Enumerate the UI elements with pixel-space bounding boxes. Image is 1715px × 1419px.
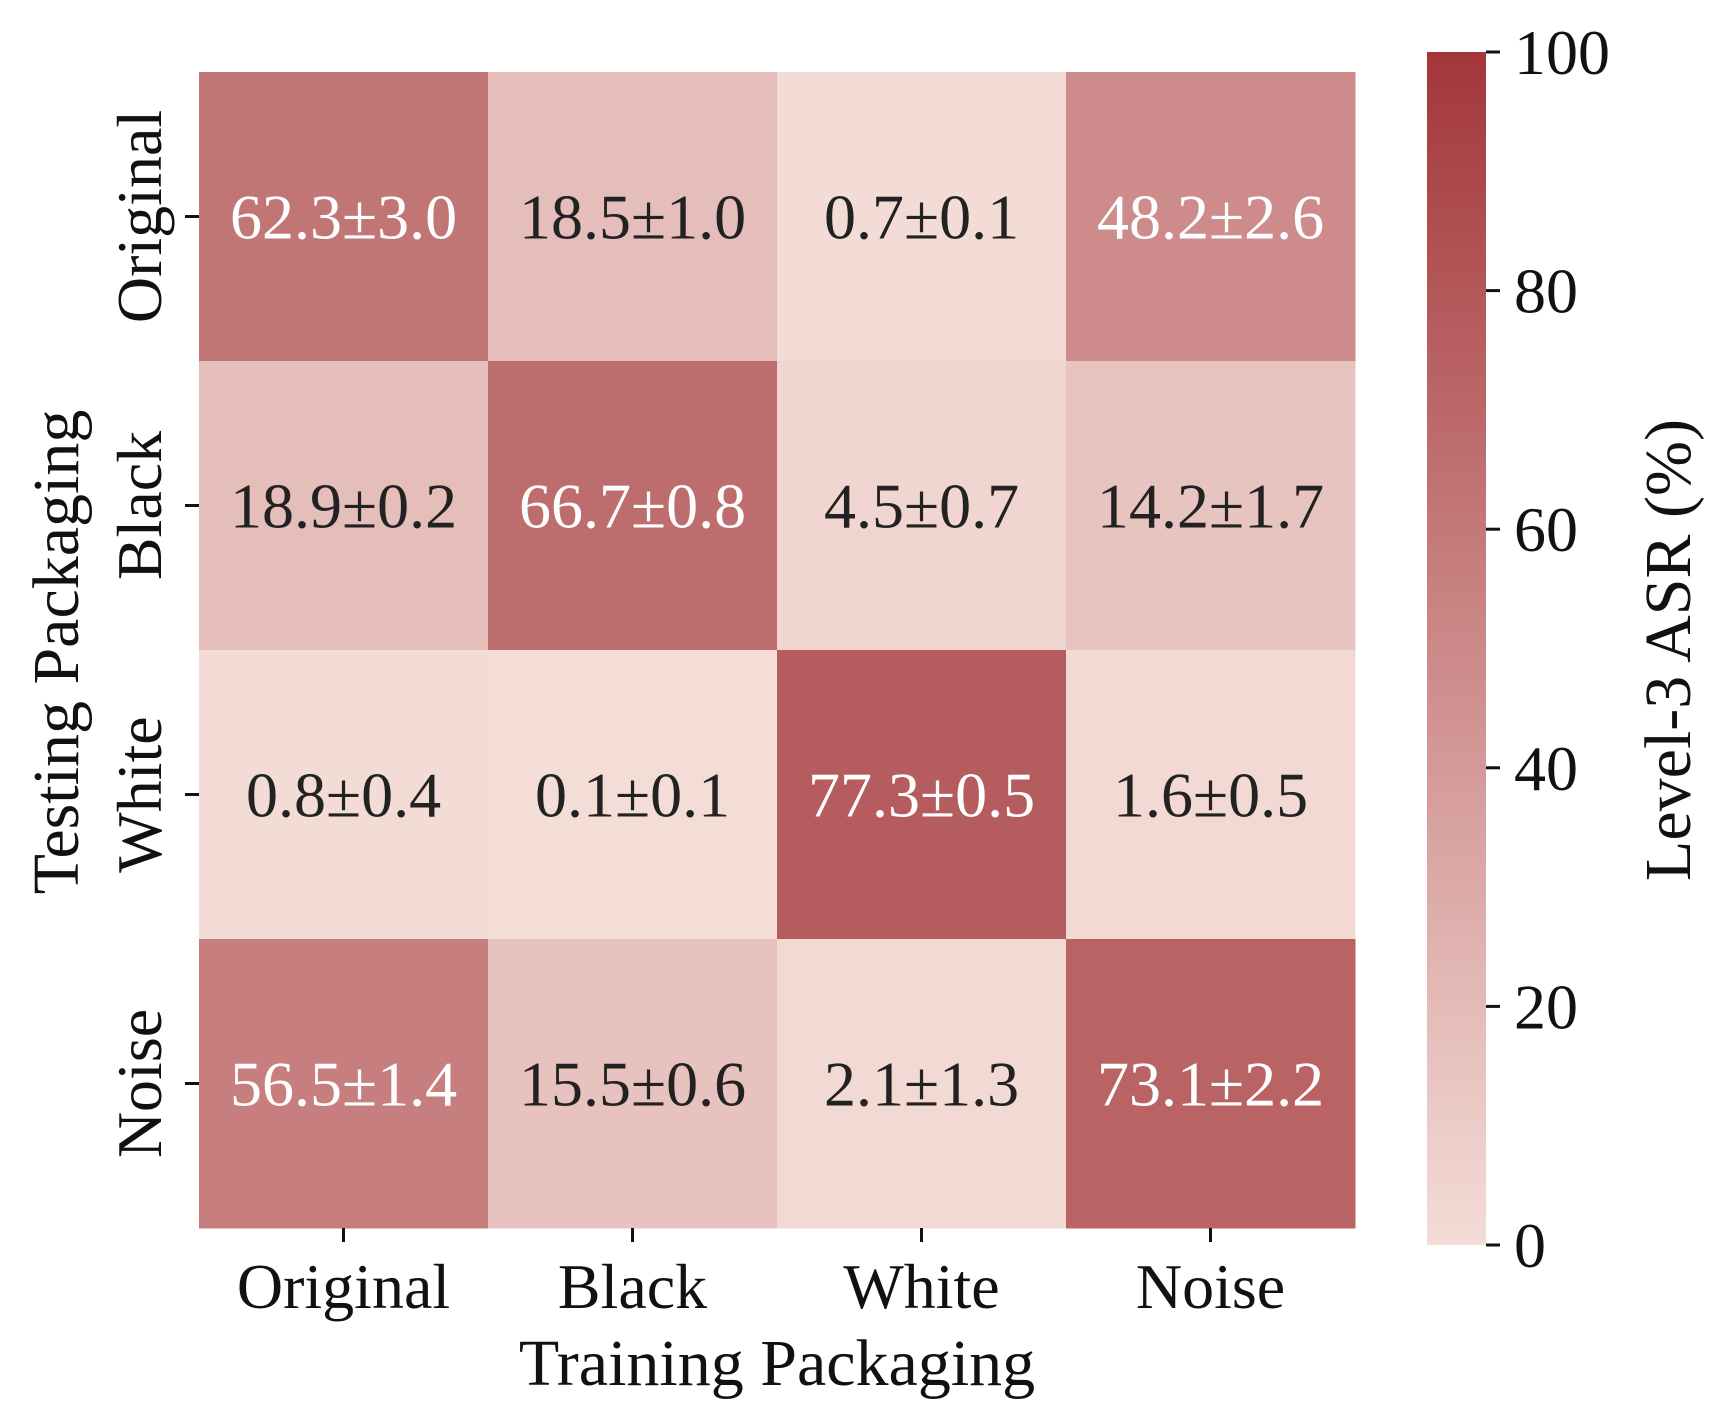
cell-label-black-noise: 14.2±1.7 <box>1097 471 1324 542</box>
colorbar-ticks: 0 20 40 60 80 100 <box>1486 17 1610 1281</box>
heatmap-cell-original-noise <box>1066 72 1356 362</box>
heatmap-cell-noise-noise <box>1066 939 1356 1229</box>
colorbar-tick-label-60: 60 <box>1514 494 1578 565</box>
colorbar-gradient <box>1427 52 1486 1245</box>
x-axis-ticks: Original Black White Noise <box>237 1228 1285 1322</box>
cell-label-black-black: 66.7±0.8 <box>519 471 746 542</box>
x-tick-label-original: Original <box>237 1251 450 1322</box>
cell-label-black-original: 18.9±0.2 <box>230 471 457 542</box>
heatmap-cell-original-black <box>488 72 778 362</box>
cell-label-original-white: 0.7±0.1 <box>824 182 1019 253</box>
cell-label-original-black: 18.5±1.0 <box>519 182 746 253</box>
cell-label-noise-original: 56.5±1.4 <box>230 1049 457 1120</box>
colorbar-tick-label-80: 80 <box>1514 256 1578 327</box>
heatmap-cell-original-white <box>777 72 1067 362</box>
y-axis-ticks: Original Black White Noise <box>104 110 199 1158</box>
colorbar-tick-label-100: 100 <box>1514 17 1610 88</box>
heatmap-cell-white-noise <box>1066 650 1356 940</box>
heatmap-cells: 62.3±3.0 18.5±1.0 0.7±0.1 48.2±2.6 18.9±0.2 6… <box>199 72 1356 1229</box>
cell-label-white-original: 0.8±0.4 <box>246 760 441 831</box>
heatmap-cell-black-white <box>777 361 1067 651</box>
y-tick-label-black: Black <box>104 431 175 580</box>
heatmap-cell-noise-white <box>777 939 1067 1229</box>
cell-label-noise-black: 15.5±0.6 <box>519 1049 746 1120</box>
x-tick-label-white: White <box>843 1251 999 1322</box>
cell-label-black-white: 4.5±0.7 <box>824 471 1019 542</box>
heatmap-cell-original-original <box>199 72 489 362</box>
x-axis-title: Training Packaging <box>519 1327 1035 1400</box>
x-tick-label-noise: Noise <box>1136 1251 1285 1322</box>
x-tick-label-black: Black <box>558 1251 707 1322</box>
colorbar-title: Level-3 ASR (%) <box>1632 419 1705 881</box>
cell-label-white-black: 0.1±0.1 <box>535 760 730 831</box>
cell-label-white-white: 77.3±0.5 <box>808 760 1035 831</box>
cell-label-white-noise: 1.6±0.5 <box>1113 760 1308 831</box>
y-tick-label-original: Original <box>104 110 175 323</box>
heatmap-cell-black-original <box>199 361 489 651</box>
heatmap-cell-noise-original <box>199 939 489 1229</box>
cell-label-original-original: 62.3±3.0 <box>230 182 457 253</box>
y-tick-label-noise: Noise <box>104 1009 175 1158</box>
heatmap-cell-white-original <box>199 650 489 940</box>
heatmap-cell-white-white <box>777 650 1067 940</box>
colorbar-tick-label-40: 40 <box>1514 733 1578 804</box>
heatmap-cell-black-black <box>488 361 778 651</box>
colorbar-tick-label-20: 20 <box>1514 971 1578 1042</box>
colorbar: 0 20 40 60 80 100 Level-3 ASR (%) <box>1427 17 1705 1281</box>
colorbar-tick-label-0: 0 <box>1514 1210 1546 1281</box>
y-tick-label-white: White <box>104 716 175 872</box>
y-axis-title: Testing Packaging <box>20 410 93 895</box>
heatmap-cell-black-noise <box>1066 361 1356 651</box>
cell-label-original-noise: 48.2±2.6 <box>1097 182 1324 253</box>
cell-label-noise-noise: 73.1±2.2 <box>1097 1049 1324 1120</box>
heatmap-cell-noise-black <box>488 939 778 1229</box>
heatmap-cell-white-black <box>488 650 778 940</box>
cell-label-noise-white: 2.1±1.3 <box>824 1049 1019 1120</box>
